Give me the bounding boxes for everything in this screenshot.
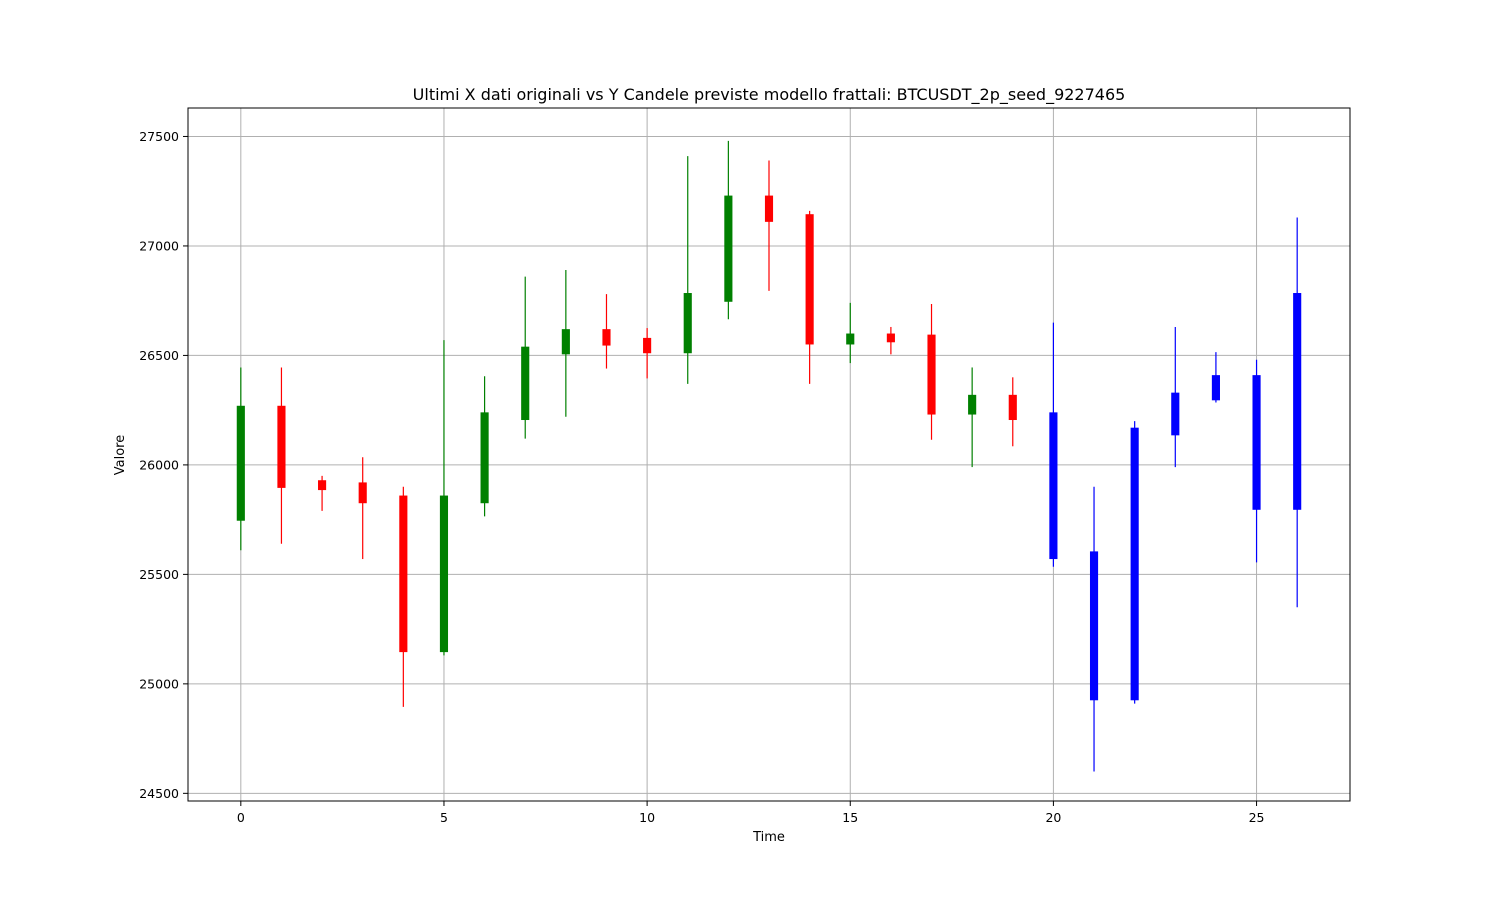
y-tick-label: 24500 [139,786,179,801]
y-tick-label: 27000 [139,238,179,253]
candle-down [277,367,286,544]
candle-body [1130,427,1139,701]
candle-down [643,328,652,379]
x-axis-label: Time [752,830,785,845]
candle-down [764,160,774,291]
x-tick-label: 5 [440,810,448,825]
candle-forecast [1171,326,1180,468]
candle-body [521,346,530,421]
candle-body [318,480,327,491]
candle-down [358,457,367,560]
y-tick-label: 26500 [139,348,179,363]
candle-up [846,302,855,364]
candle-forecast [1293,217,1302,608]
candle-body [1008,394,1017,421]
candle-down [318,475,327,511]
candle-body [1252,375,1261,510]
candle-down [927,303,936,440]
x-tick-label: 15 [842,810,858,825]
x-tick-label: 20 [1045,810,1061,825]
candle-body [764,195,774,222]
candle-up [236,367,245,551]
x-tick-label: 10 [639,810,655,825]
y-tick-label: 25000 [139,676,179,691]
candle-body [1049,412,1058,560]
y-tick-label: 25500 [139,567,179,582]
candle-down [1008,377,1017,447]
candle-body [886,333,895,343]
candle-body [683,293,692,354]
candle-forecast [1211,352,1220,403]
y-axis-label: Valore [113,435,128,475]
candle-up [561,270,570,417]
candle-up [724,140,733,320]
y-tick-label: 27500 [139,129,179,144]
candle-body [1089,551,1099,701]
candle-down [602,294,611,369]
candle-body [846,333,855,345]
x-tick-label: 25 [1249,810,1265,825]
x-axis-ticks: 0 5 10 15 20 25 [237,801,1265,825]
candle-body [277,405,286,488]
y-axis-ticks: 24500 25000 25500 26000 26500 27000 27500 [139,129,188,801]
candle-up [683,156,692,384]
candle-up [968,367,977,468]
x-tick-label: 0 [237,810,245,825]
candle-down [805,210,814,384]
candle-body [236,405,245,521]
candle-body [968,394,977,415]
plot-frame [187,107,1351,802]
candle-body [1211,375,1220,401]
candle-down [886,326,895,355]
candle-body [805,214,814,345]
candle-body [643,337,652,354]
candle-body [724,195,733,302]
candle-body [561,329,570,355]
candle-body [602,329,611,346]
candle-up [521,276,530,439]
candle-body [399,495,408,653]
candle-up [480,376,489,517]
candle-forecast [1130,421,1139,704]
candle-body [927,334,936,415]
candle-body [439,495,449,653]
candle-body [358,482,367,504]
candles [236,140,1302,772]
candle-body [1293,293,1302,510]
chart-title: Ultimi X dati originali vs Y Candele pre… [413,85,1126,105]
candle-forecast [1252,359,1261,563]
candle-forecast [1049,322,1058,567]
candle-down [399,486,408,707]
y-tick-label: 26000 [139,457,179,472]
candle-body [480,412,489,504]
candle-body [1171,392,1180,436]
candle-forecast [1089,486,1099,772]
candle-up [439,340,449,656]
